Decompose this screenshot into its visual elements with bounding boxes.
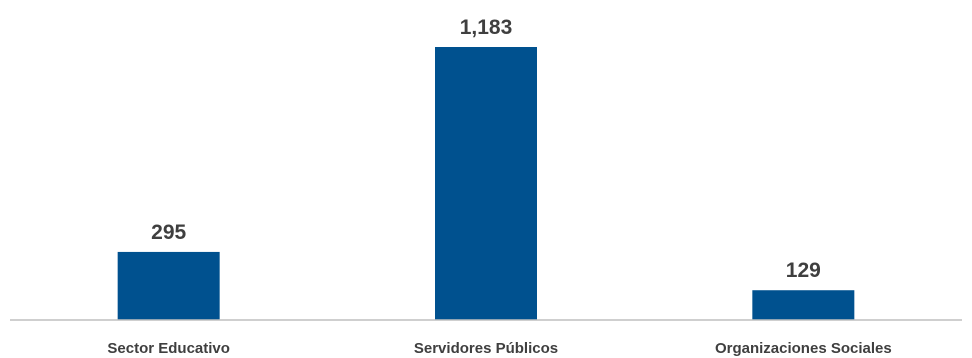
x-tick-label-2: Servidores Públicos [414,340,558,357]
x-axis-tick-labels: Sector Educativo Servidores Públicos Organ… [107,340,891,357]
data-label-3: 129 [786,259,821,282]
bars-group [117,47,855,320]
data-label-2: 1,183 [460,16,513,39]
data-label-1: 295 [151,221,186,244]
bar-2 [435,47,537,320]
x-tick-label-3: Organizaciones Sociales [715,340,892,357]
value-labels-group: 295 1,183 129 [151,16,821,282]
x-tick-label-1: Sector Educativo [107,340,230,357]
bar-3 [752,290,855,320]
bar-1 [117,251,220,320]
